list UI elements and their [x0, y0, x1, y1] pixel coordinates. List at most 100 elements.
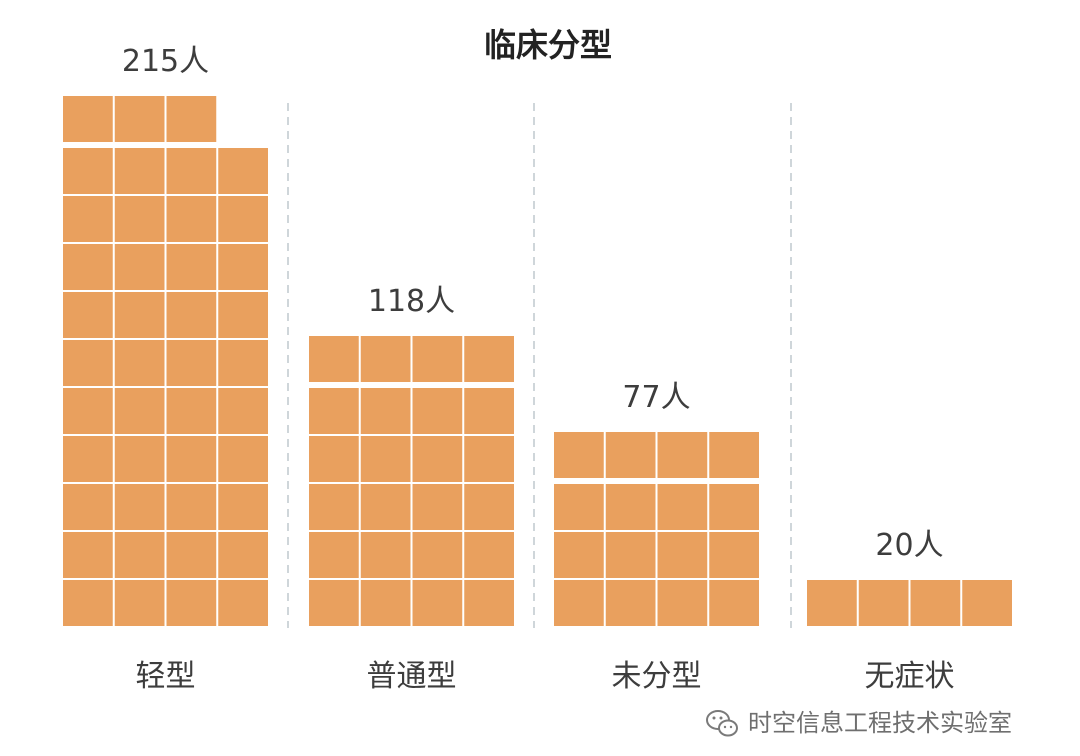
bar-2-block [309, 388, 359, 434]
bar-1-block [166, 388, 217, 434]
bar-1-block [114, 340, 165, 386]
bar-1-block [218, 196, 268, 242]
wechat-icon [706, 710, 738, 737]
bar-2 [309, 336, 514, 626]
bar-3-block [709, 532, 759, 578]
bar-2-block [412, 436, 463, 482]
bar-2-block [360, 484, 411, 530]
bar-2-block [464, 388, 514, 434]
category-labels: 轻型 普通型 未分型 无症状 [136, 659, 955, 694]
value-label-4: 20人 [875, 528, 943, 563]
bar-2-block [360, 436, 411, 482]
bar-3-block [554, 432, 604, 478]
bars [63, 96, 1012, 626]
bar-1-block [63, 148, 113, 194]
bar-1-block [63, 484, 113, 530]
bar-2-block [464, 336, 514, 382]
bar-3-block [709, 484, 759, 530]
bar-1-block [218, 148, 268, 194]
bar-3-block [605, 432, 656, 478]
bar-1-block [63, 532, 113, 578]
bar-2-block [309, 532, 359, 578]
bar-2-block [464, 532, 514, 578]
bar-1-block [114, 388, 165, 434]
bar-2-block [412, 532, 463, 578]
bar-1-block [166, 244, 217, 290]
bar-4-block [910, 580, 961, 626]
bar-1-block [166, 340, 217, 386]
value-label-3: 77人 [622, 380, 690, 415]
value-label-1: 215人 [122, 44, 209, 79]
category-label-2: 普通型 [367, 659, 457, 694]
bar-1-block [218, 292, 268, 338]
bar-1-block [166, 96, 217, 142]
bar-3-block [554, 580, 604, 626]
bar-1 [63, 96, 268, 626]
bar-1-block [114, 244, 165, 290]
category-label-1: 轻型 [136, 659, 196, 694]
value-labels: 215人 118人 77人 20人 [122, 44, 944, 563]
bar-1-block [218, 388, 268, 434]
category-label-4: 无症状 [865, 659, 955, 694]
bar-3-block [709, 432, 759, 478]
bar-2-block [464, 436, 514, 482]
bar-1-block [114, 436, 165, 482]
bar-2-block [464, 484, 514, 530]
bar-4-block [962, 580, 1012, 626]
bar-3-block [554, 484, 604, 530]
bar-2-block [360, 388, 411, 434]
watermark-text: 时空信息工程技术实验室 [748, 709, 1012, 737]
separators [287, 103, 792, 628]
bar-2-block [309, 580, 359, 626]
bar-4-block [807, 580, 857, 626]
bar-1-block [114, 532, 165, 578]
bar-1-block [166, 292, 217, 338]
bar-2-block [360, 580, 411, 626]
bar-4 [807, 580, 1012, 626]
bar-1-block [114, 196, 165, 242]
bar-1-block [63, 244, 113, 290]
bar-1-block [218, 244, 268, 290]
bar-1-block [63, 96, 113, 142]
watermark: 时空信息工程技术实验室 [706, 709, 1012, 737]
bar-4-block [858, 580, 909, 626]
bar-3-block [605, 484, 656, 530]
bar-1-block [63, 388, 113, 434]
bar-3-block [605, 532, 656, 578]
bar-1-block [166, 436, 217, 482]
value-label-2: 118人 [368, 284, 455, 319]
bar-1-block [63, 340, 113, 386]
bar-1-block [218, 436, 268, 482]
bar-1-block [166, 148, 217, 194]
bar-2-block [360, 336, 411, 382]
bar-1-block [114, 148, 165, 194]
bar-1-block [63, 196, 113, 242]
bar-3-block [554, 532, 604, 578]
bar-1-block [218, 532, 268, 578]
bar-3 [554, 432, 759, 626]
bar-3-block [657, 532, 708, 578]
bar-1-block [166, 580, 217, 626]
chart-title: 临床分型 [484, 26, 612, 64]
bar-2-block [309, 436, 359, 482]
bar-1-block [114, 484, 165, 530]
bar-2-block [309, 484, 359, 530]
bar-1-block [166, 532, 217, 578]
bar-1-block [114, 292, 165, 338]
bar-2-block [412, 484, 463, 530]
bar-3-block [709, 580, 759, 626]
bar-1-block [218, 580, 268, 626]
bar-1-block [63, 436, 113, 482]
bar-1-block [218, 340, 268, 386]
bar-3-block [657, 432, 708, 478]
bar-1-block [166, 196, 217, 242]
bar-2-block [464, 580, 514, 626]
bar-3-block [657, 484, 708, 530]
bar-2-block [412, 388, 463, 434]
category-label-3: 未分型 [612, 659, 702, 694]
bar-1-block [218, 484, 268, 530]
bar-1-block [114, 580, 165, 626]
bar-3-block [605, 580, 656, 626]
